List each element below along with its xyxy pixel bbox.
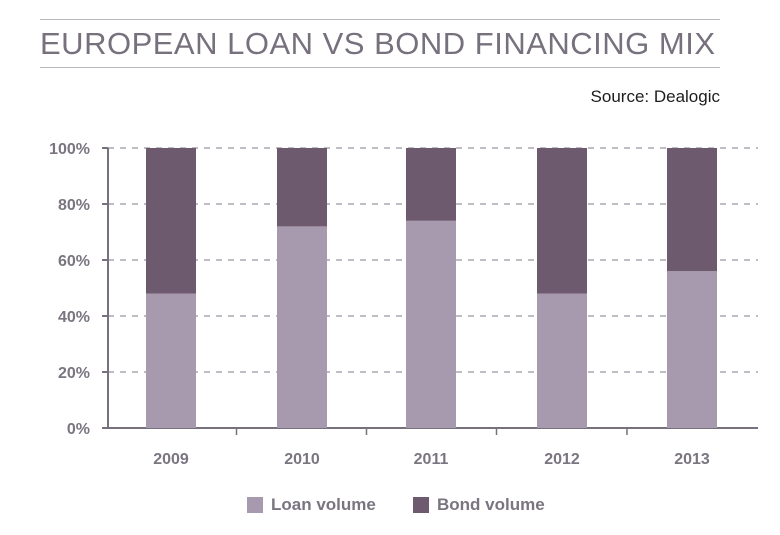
x-tick-label: 2011 <box>414 451 449 468</box>
bar-bond <box>667 148 717 272</box>
bar-bond <box>277 148 327 227</box>
x-tick-label: 2012 <box>544 451 580 468</box>
x-tick-label: 2013 <box>674 451 710 468</box>
x-tick-label: 2009 <box>153 451 189 468</box>
y-tick-label: 40% <box>58 309 90 326</box>
bar-loan <box>146 293 196 428</box>
x-tick-label: 2010 <box>284 451 320 468</box>
legend-item-loan: Loan volume <box>247 495 376 515</box>
bar-bond <box>146 148 196 294</box>
legend-label-loan: Loan volume <box>271 495 376 514</box>
stacked-bar-chart: 0% 20% 40% 60% 80% 100% 2009 2010 2011 2012 2013 <box>49 141 758 468</box>
legend-swatch-bond <box>413 497 429 513</box>
y-tick-label: 60% <box>58 253 90 270</box>
y-tick-label: 20% <box>58 365 90 382</box>
y-tick-label: 80% <box>58 197 90 214</box>
title-rule-top <box>40 19 720 20</box>
legend-swatch-loan <box>247 497 263 513</box>
page-title: EUROPEAN LOAN VS BOND FINANCING MIX <box>40 26 716 61</box>
bar-loan <box>277 226 327 428</box>
y-tick-label: 0% <box>67 421 90 438</box>
chart-legend: Loan volume Bond volume <box>0 495 780 519</box>
source-note: Source: Dealogic <box>590 87 720 106</box>
bar-loan <box>537 293 587 428</box>
bar-bond <box>406 148 456 221</box>
title-rule-bottom <box>40 67 720 68</box>
legend-item-bond: Bond volume <box>413 495 545 515</box>
bar-loan <box>406 220 456 428</box>
bar-bond <box>537 148 587 294</box>
legend-label-bond: Bond volume <box>437 495 545 514</box>
y-tick-label: 100% <box>49 141 90 158</box>
bar-loan <box>667 271 717 428</box>
